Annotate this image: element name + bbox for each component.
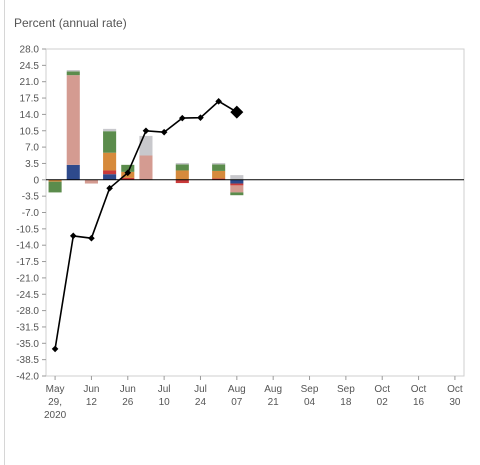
- x-tick-label: Jun: [120, 384, 136, 395]
- bar-segment: [230, 185, 244, 193]
- bar-segment: [139, 155, 153, 180]
- x-tick-label: 29,: [48, 397, 62, 408]
- line-point: [142, 127, 150, 135]
- y-tick-label: 24.5: [20, 61, 40, 72]
- bar-segment: [175, 162, 189, 165]
- x-tick-label: Jul: [194, 384, 207, 395]
- x-tick-label: 26: [122, 397, 134, 408]
- line-point: [215, 98, 222, 105]
- bar-segment: [48, 181, 62, 193]
- x-tick-label: Aug: [228, 384, 246, 395]
- bar-segment: [66, 70, 80, 72]
- x-tick-label: 2020: [44, 410, 67, 421]
- y-tick-label: -17.5: [16, 257, 39, 268]
- bar-segment: [84, 179, 98, 184]
- x-tick-label: Oct: [411, 384, 427, 395]
- y-tick-label: 7.0: [25, 143, 39, 154]
- x-tick-label: 04: [304, 397, 316, 408]
- bar-segment: [103, 152, 117, 171]
- bar-segment: [175, 170, 189, 180]
- y-tick-label: 10.5: [20, 126, 40, 137]
- bar-segment: [230, 179, 244, 184]
- bar-segment: [103, 128, 117, 132]
- x-tick-label: 12: [86, 397, 98, 408]
- bar-segment: [48, 179, 62, 182]
- x-tick-label: Sep: [301, 384, 319, 395]
- bar-segment: [66, 75, 80, 165]
- bar-segment: [66, 164, 80, 180]
- line-point: [51, 345, 59, 353]
- y-axis-label: Percent (annual rate): [14, 16, 127, 30]
- x-tick-label: Jul: [158, 384, 171, 395]
- line-point: [69, 232, 77, 240]
- x-tick-label: Jun: [83, 384, 99, 395]
- line-point: [160, 128, 168, 136]
- y-tick-label: -24.5: [16, 290, 39, 301]
- line-point: [197, 114, 204, 121]
- y-tick-label: -10.5: [16, 224, 39, 235]
- y-tick-label: 3.5: [25, 159, 39, 170]
- bar-segment: [121, 177, 135, 180]
- y-tick-label: 17.5: [20, 94, 40, 105]
- x-tick-label: Oct: [374, 384, 390, 395]
- y-tick-label: -21.0: [16, 273, 39, 284]
- left-border: [4, 0, 5, 465]
- x-tick-label: 16: [413, 397, 425, 408]
- x-tick-label: 24: [195, 397, 207, 408]
- bar-segment: [212, 170, 226, 179]
- x-tick-label: 07: [231, 397, 243, 408]
- x-tick-label: Oct: [447, 384, 463, 395]
- bar-segment: [175, 164, 189, 171]
- x-tick-label: Aug: [264, 384, 282, 395]
- y-tick-label: -31.5: [16, 322, 39, 333]
- bar-segment: [175, 179, 189, 184]
- y-tick-label: -28.0: [16, 306, 39, 317]
- y-tick-label: 21.0: [20, 77, 40, 88]
- line-point: [124, 169, 132, 177]
- x-tick-label: 18: [340, 397, 352, 408]
- bar-segment: [230, 175, 244, 180]
- bar-segment: [212, 178, 226, 180]
- bar-segment: [103, 131, 117, 153]
- y-tick-label: -7.0: [22, 208, 40, 219]
- y-tick-label: -3.5: [22, 192, 40, 203]
- bar-segment: [103, 170, 117, 175]
- line-point: [179, 114, 186, 122]
- bar-segment: [212, 162, 226, 165]
- plot-area: [45, 48, 465, 377]
- x-tick-label: May: [46, 384, 65, 395]
- x-tick-label: Sep: [337, 384, 355, 395]
- y-tick-label: 28.0: [20, 45, 40, 56]
- bar-segment: [121, 164, 135, 172]
- x-tick-label: 21: [268, 397, 280, 408]
- bar-segment: [139, 135, 153, 156]
- line-point-latest: [230, 105, 244, 119]
- bar-segment: [212, 164, 226, 171]
- y-tick-label: -35.0: [16, 339, 39, 350]
- x-tick-label: 30: [449, 397, 461, 408]
- line-point: [106, 184, 113, 192]
- y-tick-label: -42.0: [16, 372, 39, 383]
- x-tick-label: 10: [159, 397, 171, 408]
- y-tick-label: 0: [33, 175, 39, 186]
- x-tick-label: 02: [377, 397, 389, 408]
- line-point: [88, 234, 95, 242]
- y-tick-label: -14.0: [16, 241, 39, 252]
- bar-segment: [66, 71, 80, 76]
- bar-segment: [230, 183, 244, 186]
- y-tick-label: -38.5: [16, 355, 39, 366]
- bar-segment: [103, 174, 117, 180]
- y-tick-label: 14.0: [20, 110, 40, 121]
- bar-segment: [230, 192, 244, 196]
